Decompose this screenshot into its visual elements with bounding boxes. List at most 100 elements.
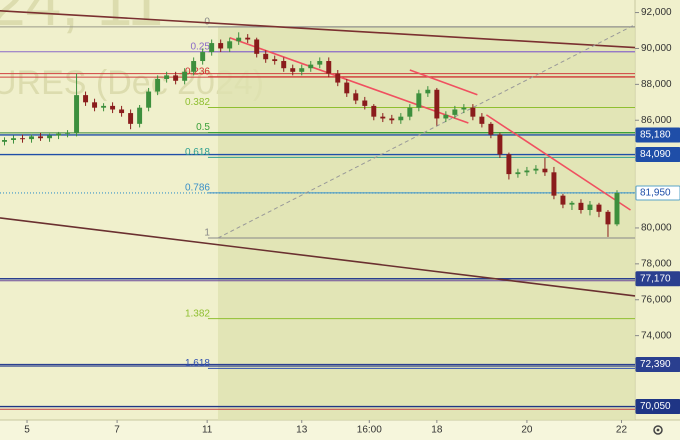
candle-body <box>254 39 260 54</box>
price-tag <box>635 271 680 287</box>
candle-body <box>596 204 602 212</box>
price-axis <box>635 0 680 420</box>
x-tick-label: 22 <box>616 425 628 436</box>
price-tag-label: 70,050 <box>640 401 671 412</box>
trendline <box>217 24 636 239</box>
trendline <box>229 36 469 124</box>
y-tick-label: 86,000 <box>641 115 672 126</box>
y-tick-label: 88,000 <box>641 79 672 90</box>
y-tick-label: 92,000 <box>641 7 672 18</box>
settings-button[interactable] <box>648 422 668 438</box>
trendline <box>485 114 631 211</box>
price-tag-label: 84,090 <box>640 149 671 160</box>
candle-body <box>425 89 431 94</box>
candle-body <box>506 154 512 175</box>
fib-label: 0.236 <box>185 66 210 77</box>
candle-body <box>74 95 80 133</box>
candle-body <box>137 107 143 124</box>
candle-body <box>551 172 557 196</box>
candle-body <box>101 105 107 108</box>
candle-body <box>515 172 521 175</box>
candle-body <box>2 140 7 142</box>
candle-body <box>38 136 44 139</box>
candle-body <box>146 91 152 108</box>
candle-body <box>524 170 530 173</box>
fib-label: 0.786 <box>185 182 210 193</box>
candle-body <box>416 93 422 108</box>
fib-label: 1.382 <box>185 308 210 319</box>
price-tag-label: 81,950 <box>640 188 671 199</box>
candle-body <box>128 113 134 124</box>
candle-body <box>173 75 179 81</box>
candle-body <box>488 123 494 135</box>
candle-body <box>245 37 251 40</box>
candle-body <box>353 93 359 101</box>
watermark-symbol: 24, 11 <box>0 0 163 39</box>
candle-body <box>92 102 98 108</box>
candle-body <box>497 134 503 155</box>
x-tick-label: 20 <box>521 425 533 436</box>
candle-body <box>110 105 116 110</box>
price-tag <box>635 185 680 201</box>
candle-body <box>308 64 314 69</box>
price-tag <box>635 399 680 415</box>
candle-body <box>587 204 593 210</box>
candle-body <box>326 61 332 74</box>
candle-body <box>20 138 25 140</box>
price-tag <box>635 147 680 163</box>
candle-body <box>434 89 440 119</box>
candle-body <box>191 61 197 72</box>
price-tag <box>635 357 680 373</box>
candle-body <box>389 118 395 121</box>
fib-label: 1 <box>204 228 210 239</box>
candle-body <box>182 71 188 81</box>
candle-body <box>290 68 296 72</box>
fib-label: 1.618 <box>185 358 210 369</box>
price-tag-label: 77,170 <box>640 273 671 284</box>
fib-label: 0.382 <box>185 97 210 108</box>
candle-body <box>398 116 404 121</box>
candle-body <box>29 136 35 140</box>
fib-label: 0.5 <box>196 122 210 133</box>
candle-body <box>56 133 62 136</box>
candle-body <box>560 195 566 205</box>
price-tag <box>635 127 680 143</box>
candle-body <box>578 202 584 210</box>
candle-body <box>299 68 305 72</box>
candle-body <box>452 109 458 115</box>
trendline <box>409 69 478 96</box>
candle-body <box>227 41 233 49</box>
candle-body <box>236 37 242 42</box>
candle-body <box>479 116 485 124</box>
x-tick-label: 11 <box>202 425 213 436</box>
price-tag-label: 72,390 <box>640 359 671 370</box>
x-tick-label: 13 <box>296 425 308 436</box>
candle-body <box>272 59 278 62</box>
y-tick-label: 76,000 <box>641 294 672 305</box>
candle-body <box>47 135 53 139</box>
candle-body <box>218 43 224 49</box>
candle-body <box>200 52 206 62</box>
candle-body <box>155 78 161 92</box>
y-tick-label: 80,000 <box>641 223 672 234</box>
candle-body <box>380 116 386 119</box>
fib-label: 0.618 <box>185 147 210 158</box>
candle-body <box>344 82 350 94</box>
candle-body <box>362 100 368 106</box>
candle-body <box>317 61 323 65</box>
x-tick-label: 7 <box>114 425 120 436</box>
x-tick-label: 5 <box>24 425 30 436</box>
candle-body <box>569 202 575 205</box>
candle-body <box>533 168 539 171</box>
y-tick-label: 78,000 <box>641 258 672 269</box>
trendline <box>0 217 636 297</box>
candle-body <box>371 105 377 117</box>
candle-body <box>443 114 449 119</box>
candle-body <box>164 75 170 79</box>
candle-body <box>119 109 125 114</box>
fib-label: 0.25 <box>191 41 211 52</box>
candle-body <box>263 53 269 60</box>
candle-body <box>335 73 341 83</box>
fib-zone <box>217 26 636 421</box>
